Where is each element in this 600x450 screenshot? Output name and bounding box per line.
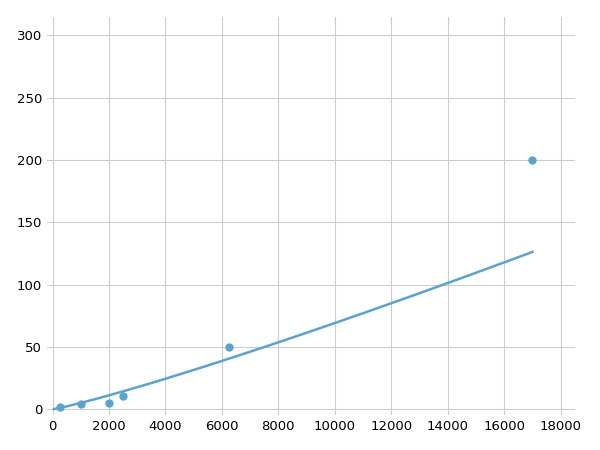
Point xyxy=(104,400,114,407)
Point xyxy=(224,343,234,351)
Point xyxy=(527,157,537,164)
Point xyxy=(76,400,86,408)
Point xyxy=(118,392,128,399)
Point xyxy=(55,403,64,410)
